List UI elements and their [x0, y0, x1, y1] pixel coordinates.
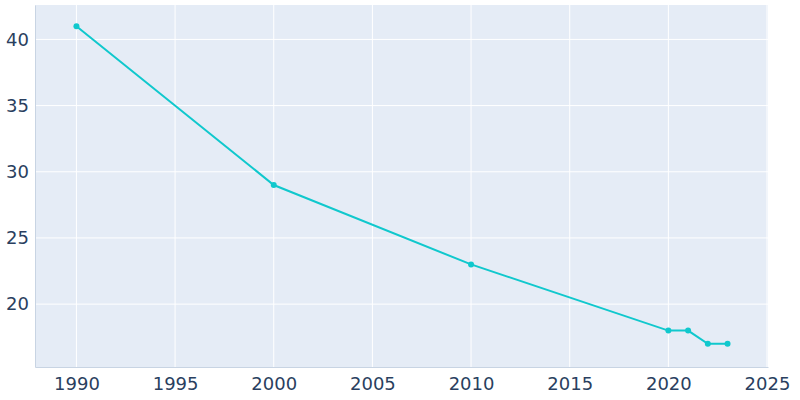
marker — [271, 182, 277, 188]
tick: 2025 — [745, 367, 791, 394]
tick-label: 2010 — [449, 373, 495, 394]
grid-line-y — [35, 237, 768, 238]
tick: 2005 — [350, 367, 396, 394]
marker — [73, 23, 79, 29]
tick: 1995 — [153, 367, 199, 394]
tick-label: 2000 — [251, 373, 297, 394]
plot: 1990199520002005201020152020202520253035… — [6, 5, 790, 394]
tick: 1990 — [54, 367, 100, 394]
marker — [705, 341, 711, 347]
grid-line-x — [76, 5, 77, 367]
tick-label: 25 — [6, 227, 29, 248]
line — [76, 26, 727, 344]
tick-label: 35 — [6, 95, 29, 116]
tick-label: 2005 — [350, 373, 396, 394]
tick: 2000 — [251, 367, 297, 394]
grid-line-x — [767, 5, 768, 367]
tick: 40 — [6, 29, 35, 50]
tick-label: 40 — [6, 29, 29, 50]
marker — [665, 328, 671, 334]
marker — [725, 341, 731, 347]
tick-label: 30 — [6, 161, 29, 182]
grid-line-x — [471, 5, 472, 367]
tick-label: 2025 — [745, 373, 791, 394]
tick: 2015 — [547, 367, 593, 394]
marker — [685, 328, 691, 334]
tick: 25 — [6, 227, 35, 248]
grid-line-x — [569, 5, 570, 367]
tick: 35 — [6, 95, 35, 116]
tick: 2020 — [646, 367, 692, 394]
tick-label: 1995 — [153, 373, 199, 394]
y-axis: 20 25 30 35 40 — [6, 6, 35, 368]
grid-line-y — [35, 304, 768, 305]
axis-line — [36, 367, 769, 368]
series — [73, 23, 730, 347]
tick-label: 2020 — [646, 373, 692, 394]
tick-label: 2015 — [547, 373, 593, 394]
tick: 20 — [6, 293, 35, 314]
grid-line-x — [668, 5, 669, 367]
tick-label: 1990 — [54, 373, 100, 394]
grid-line-y — [35, 171, 768, 172]
grid-line-y — [35, 105, 768, 106]
grid — [35, 5, 768, 367]
tick-label: 20 — [6, 293, 29, 314]
x-axis: 1990 1995 2000 2005 2010 2015 2020 2025 — [36, 367, 791, 394]
tick: 30 — [6, 161, 35, 182]
marker — [468, 261, 474, 267]
plot-background — [35, 5, 768, 367]
axis-line — [35, 6, 36, 368]
grid-line-x — [175, 5, 176, 367]
chart: 1990199520002005201020152020202520253035… — [0, 0, 800, 400]
grid-line-x — [372, 5, 373, 367]
tick: 2010 — [449, 367, 495, 394]
grid-line-y — [35, 39, 768, 40]
